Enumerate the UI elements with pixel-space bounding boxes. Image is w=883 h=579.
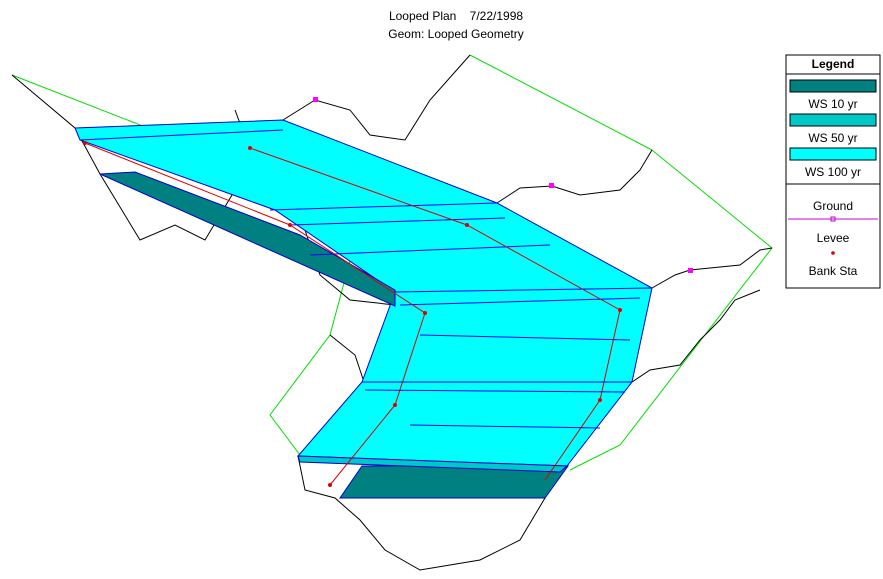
- legend-label: Levee: [817, 231, 850, 245]
- bank-point: [328, 483, 332, 487]
- legend-label: Ground: [813, 199, 853, 213]
- cross-section: [79, 129, 284, 141]
- ws-100-surface: [74, 119, 653, 467]
- bank-point: [618, 308, 622, 312]
- levee-marker: [549, 183, 554, 188]
- bank-points: [83, 141, 622, 487]
- bank-point: [248, 146, 252, 150]
- legend-title: Legend: [812, 57, 855, 71]
- legend-swatch: [789, 113, 877, 127]
- legend-marker: [830, 216, 836, 222]
- ground-line: [631, 289, 761, 383]
- ground-line: [282, 54, 471, 141]
- cross-section: [409, 424, 601, 429]
- cross-section: [364, 389, 626, 393]
- bank-point: [598, 398, 602, 402]
- ground-line: [496, 149, 653, 204]
- cross-section: [269, 202, 498, 211]
- bank-point: [83, 141, 87, 145]
- bank-point: [288, 223, 292, 227]
- legend-swatch: [789, 79, 877, 93]
- levee-marker: [688, 268, 693, 273]
- bank-point: [393, 403, 397, 407]
- levee-marker: [313, 97, 318, 102]
- cross-section: [419, 334, 631, 341]
- legend-label: Bank Sta: [809, 264, 858, 278]
- legend-box: [785, 54, 881, 289]
- legend-swatch: [789, 147, 877, 161]
- ground-line: [651, 247, 773, 289]
- ws-50-surface: [297, 455, 569, 473]
- cross-section: [289, 217, 506, 226]
- plot-subtitle: Geom: Looped Geometry: [388, 27, 523, 41]
- perspective-plot: [11, 54, 773, 571]
- legend-label: WS 50 yr: [808, 131, 857, 145]
- cross-section: [394, 287, 653, 293]
- legend-marker: [831, 251, 835, 255]
- plot-title: Looped Plan 7/22/1998: [389, 9, 523, 23]
- legend-label: WS 100 yr: [805, 165, 861, 179]
- bank-point: [423, 311, 427, 315]
- ws-10-surface: [339, 465, 569, 499]
- cross-section: [309, 244, 551, 256]
- legend-label: WS 10 yr: [808, 97, 857, 111]
- levee-markers: [313, 97, 693, 273]
- bank-point: [465, 223, 469, 227]
- ground-line: [297, 455, 546, 571]
- legend: Legend WS 10 yr WS 50 yr WS 100 yr Groun…: [785, 54, 881, 289]
- cross-sections: [79, 129, 653, 429]
